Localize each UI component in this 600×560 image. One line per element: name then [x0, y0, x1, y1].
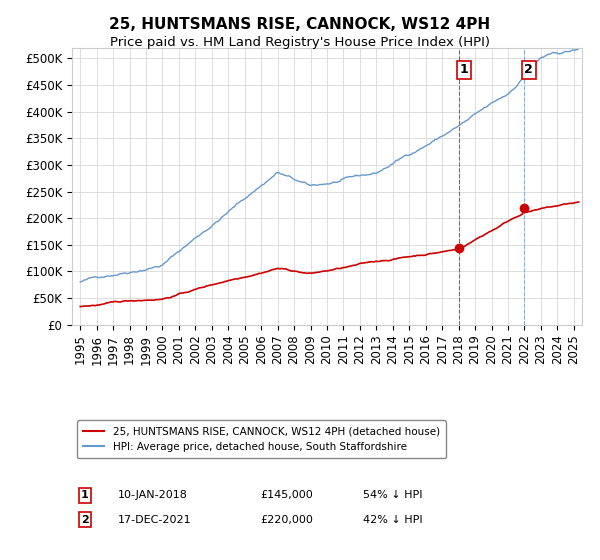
Text: 25, HUNTSMANS RISE, CANNOCK, WS12 4PH: 25, HUNTSMANS RISE, CANNOCK, WS12 4PH: [109, 17, 491, 32]
Text: 42% ↓ HPI: 42% ↓ HPI: [362, 515, 422, 525]
Text: 2: 2: [81, 515, 89, 525]
Text: 10-JAN-2018: 10-JAN-2018: [118, 490, 188, 500]
Text: Price paid vs. HM Land Registry's House Price Index (HPI): Price paid vs. HM Land Registry's House …: [110, 36, 490, 49]
Text: 2: 2: [524, 63, 533, 77]
Text: 54% ↓ HPI: 54% ↓ HPI: [362, 490, 422, 500]
Legend: 25, HUNTSMANS RISE, CANNOCK, WS12 4PH (detached house), HPI: Average price, deta: 25, HUNTSMANS RISE, CANNOCK, WS12 4PH (d…: [77, 421, 446, 458]
Text: 17-DEC-2021: 17-DEC-2021: [118, 515, 191, 525]
Text: 1: 1: [81, 490, 89, 500]
Text: £220,000: £220,000: [260, 515, 314, 525]
Text: £145,000: £145,000: [260, 490, 313, 500]
Text: 1: 1: [460, 63, 469, 77]
